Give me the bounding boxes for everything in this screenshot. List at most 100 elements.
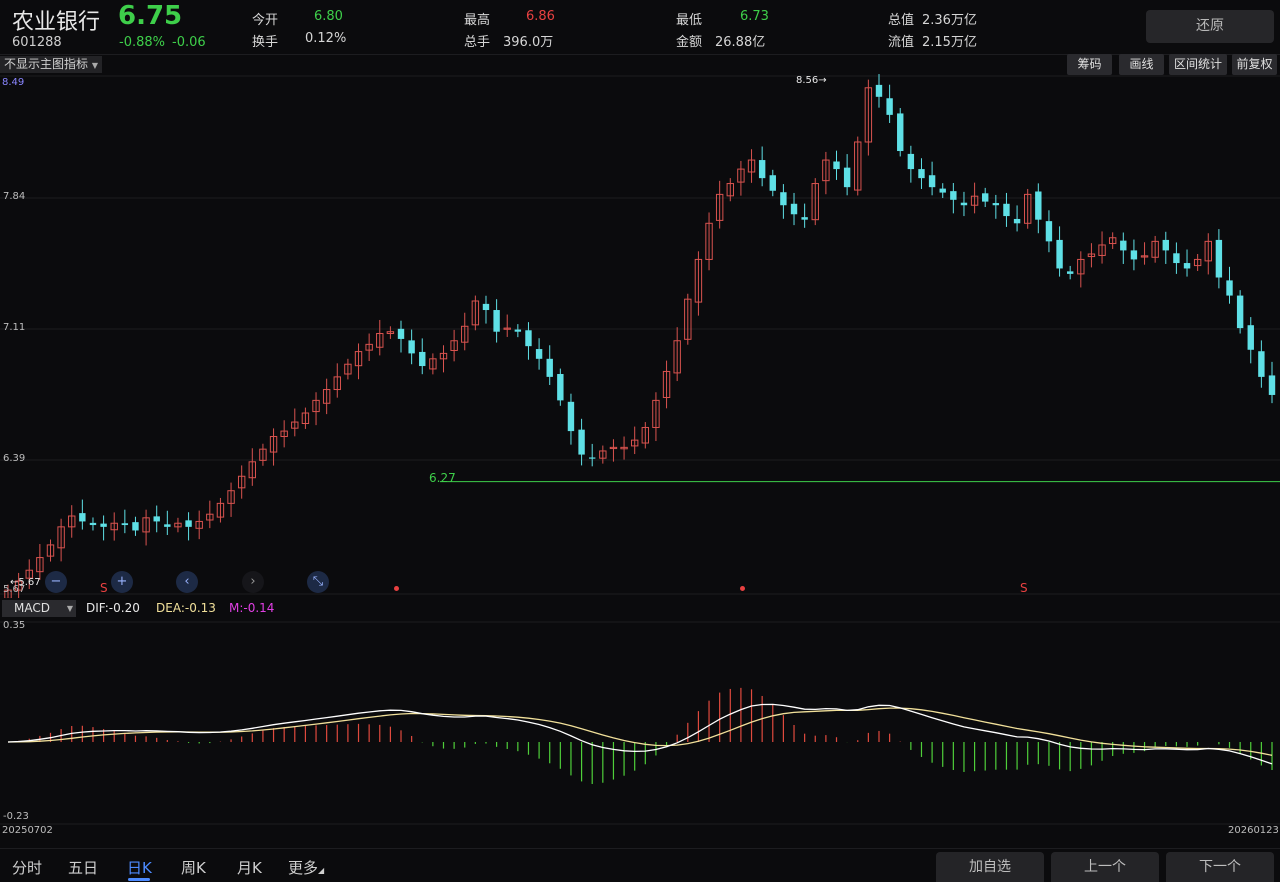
candle-body xyxy=(886,98,893,115)
tab-daily-k[interactable]: 日K xyxy=(127,859,152,877)
candle-body xyxy=(1077,258,1085,275)
float-cap-label: 流值 xyxy=(888,35,915,50)
candle-body xyxy=(408,340,415,354)
caret-down-icon: ▼ xyxy=(91,61,98,70)
candle-body xyxy=(1045,221,1053,242)
candle-body xyxy=(758,160,766,179)
candle-body xyxy=(429,358,437,370)
add-watchlist-button[interactable]: 加自选 xyxy=(936,852,1044,882)
support-line-label: 6.27 xyxy=(429,471,456,485)
candle-body xyxy=(1162,239,1169,251)
macd-chart xyxy=(0,621,1280,825)
candle-body xyxy=(419,351,426,367)
candle-body xyxy=(1140,255,1149,258)
candle-body xyxy=(1183,263,1191,269)
next-stock-button[interactable]: 下一个 xyxy=(1166,852,1274,882)
volume-label: 总手 xyxy=(464,35,491,50)
candle-body xyxy=(897,113,904,152)
candle-body xyxy=(567,401,575,432)
candle-body xyxy=(1193,258,1202,267)
candle-body xyxy=(939,188,946,193)
candle-body xyxy=(801,217,808,220)
candle-body xyxy=(110,522,118,531)
candle-body xyxy=(641,426,650,444)
main-indicator-dropdown[interactable]: 不显示主图指标 ▼ xyxy=(0,56,102,73)
range-stats-button[interactable]: 区间统计 xyxy=(1169,54,1227,75)
candle-body xyxy=(153,516,160,522)
candle-body xyxy=(322,389,331,404)
candle-body xyxy=(301,412,310,425)
low-label: 最低 xyxy=(676,13,703,28)
candle-body xyxy=(769,175,776,191)
main-indicator-label: 不显示主图指标 xyxy=(4,57,89,71)
candle-body xyxy=(1003,203,1010,217)
adjust-forward-button[interactable]: 前复权 xyxy=(1232,54,1277,75)
sub-indicator-label: MACD xyxy=(14,601,50,615)
fullscreen-collapse-icon[interactable]: ⤡ xyxy=(307,571,329,593)
candle-body xyxy=(1098,244,1106,256)
tab-more[interactable]: 更多◢ xyxy=(288,859,325,877)
scroll-left-button[interactable]: ‹ xyxy=(176,571,198,593)
turnover-label: 换手 xyxy=(252,35,279,50)
tab-five-day[interactable]: 五日 xyxy=(68,859,99,877)
candle-body xyxy=(291,421,299,429)
tab-intraday[interactable]: 分时 xyxy=(12,859,43,877)
candle-body xyxy=(546,358,553,377)
candlestick-chart[interactable] xyxy=(0,74,1280,598)
float-cap-value: 2.15万亿 xyxy=(922,35,977,50)
candle-body xyxy=(386,331,395,335)
zoom-in-button[interactable]: + xyxy=(111,571,133,593)
low-value: 6.73 xyxy=(740,9,769,24)
candle-body xyxy=(790,203,798,215)
candle-body xyxy=(1066,271,1074,274)
y-tick-label: 6.39 xyxy=(3,453,26,464)
volume-value: 396.0万 xyxy=(503,35,554,50)
y-axis-top-label: 8.49 xyxy=(2,77,25,88)
candle-body xyxy=(185,520,192,527)
candle-body xyxy=(1087,253,1096,258)
candle-body xyxy=(471,300,480,326)
previous-stock-button[interactable]: 上一个 xyxy=(1051,852,1159,882)
draw-line-button[interactable]: 画线 xyxy=(1119,54,1164,75)
change-percent: -0.88% xyxy=(119,35,165,50)
candle-body xyxy=(354,351,363,367)
m-value: M:-0.14 xyxy=(229,601,275,615)
tab-monthly-k[interactable]: 月K xyxy=(237,859,262,877)
candle-body xyxy=(514,329,522,332)
candle-body xyxy=(1268,375,1276,395)
candle-body xyxy=(525,330,532,347)
chip-button[interactable]: 筹码 xyxy=(1067,54,1112,75)
market-cap-value: 2.36万亿 xyxy=(922,13,977,28)
candle-body xyxy=(269,436,278,453)
candle-body xyxy=(89,522,97,526)
candle-body xyxy=(195,520,203,529)
candle-body xyxy=(68,515,76,528)
active-tab-indicator xyxy=(128,878,150,881)
scroll-right-button[interactable]: › xyxy=(242,571,264,593)
candle-body xyxy=(333,376,341,391)
min-price-marker: ←5.67 xyxy=(10,577,41,588)
stock-price: 6.75 xyxy=(118,1,183,31)
high-value: 6.86 xyxy=(526,9,555,24)
sub-indicator-dropdown[interactable]: MACD ▼ xyxy=(2,600,76,617)
open-value: 6.80 xyxy=(314,9,343,24)
candle-body xyxy=(960,202,968,206)
zoom-out-button[interactable]: − xyxy=(45,571,67,593)
candle-body xyxy=(280,430,288,438)
candle-body xyxy=(312,399,320,413)
candle-body xyxy=(1151,240,1159,258)
candle-body xyxy=(216,502,225,518)
amount-label: 金额 xyxy=(676,35,703,50)
signal-marker-s: S xyxy=(1020,581,1028,595)
candle-body xyxy=(662,370,671,398)
candle-body xyxy=(1247,325,1254,350)
event-dot-icon xyxy=(740,586,745,591)
candle-body xyxy=(589,457,596,459)
signal-marker-s: S xyxy=(100,581,108,595)
tab-weekly-k[interactable]: 周K xyxy=(181,859,206,877)
candle-body xyxy=(46,544,55,557)
macd-y-bottom-label: -0.23 xyxy=(3,811,29,822)
restore-button[interactable]: 还原 xyxy=(1146,10,1274,43)
candle-body xyxy=(450,340,458,352)
dif-line xyxy=(7,703,1273,765)
